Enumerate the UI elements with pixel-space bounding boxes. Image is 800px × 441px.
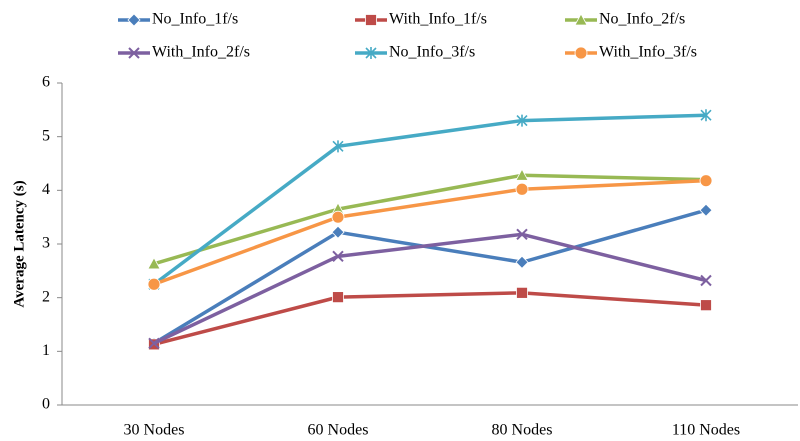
marker xyxy=(515,182,529,196)
series-line xyxy=(153,232,707,345)
marker xyxy=(127,13,141,27)
marker xyxy=(332,140,344,153)
y-tick-label: 6 xyxy=(42,74,50,91)
marker xyxy=(699,203,713,217)
x-tick-label: 60 Nodes xyxy=(308,422,369,439)
series-line xyxy=(152,113,707,286)
x-tick-label: 30 Nodes xyxy=(124,422,185,439)
x-tick-label: 110 Nodes xyxy=(672,422,740,439)
marker xyxy=(331,210,345,224)
marker xyxy=(515,255,529,269)
y-tick-label: 1 xyxy=(42,342,50,359)
marker xyxy=(148,337,160,349)
marker xyxy=(516,286,528,299)
marker xyxy=(700,274,712,287)
marker xyxy=(574,13,588,26)
legend-label: No_Info_1f/s xyxy=(152,11,238,28)
marker xyxy=(516,114,528,127)
series-line xyxy=(153,291,707,347)
y-tick-label: 3 xyxy=(42,235,50,252)
y-tick-label: 2 xyxy=(42,288,50,305)
y-axis-label: Average Latency (s) xyxy=(11,180,27,307)
marker xyxy=(332,250,344,263)
marker xyxy=(574,46,588,60)
legend-label: With_Info_2f/s xyxy=(152,44,250,61)
marker xyxy=(515,168,529,181)
marker xyxy=(332,291,344,304)
series-line xyxy=(153,173,707,266)
legend-label: No_Info_2f/s xyxy=(599,11,685,28)
marker xyxy=(700,299,712,312)
legend-label: With_Info_3f/s xyxy=(599,44,697,61)
marker xyxy=(516,228,528,241)
y-tick-label: 4 xyxy=(42,181,50,198)
marker xyxy=(147,277,161,291)
marker xyxy=(365,47,377,59)
marker xyxy=(147,257,161,270)
legend-label: No_Info_3f/s xyxy=(389,44,475,61)
marker xyxy=(365,14,377,26)
y-tick-label: 0 xyxy=(42,396,50,413)
series-line xyxy=(153,208,707,345)
marker xyxy=(331,225,345,239)
y-tick-label: 5 xyxy=(42,127,50,144)
legend-label: With_Info_1f/s xyxy=(389,11,487,28)
marker xyxy=(699,174,713,188)
x-tick-label: 80 Nodes xyxy=(492,422,553,439)
marker xyxy=(700,109,712,122)
series-line xyxy=(153,178,707,286)
marker xyxy=(128,47,140,59)
